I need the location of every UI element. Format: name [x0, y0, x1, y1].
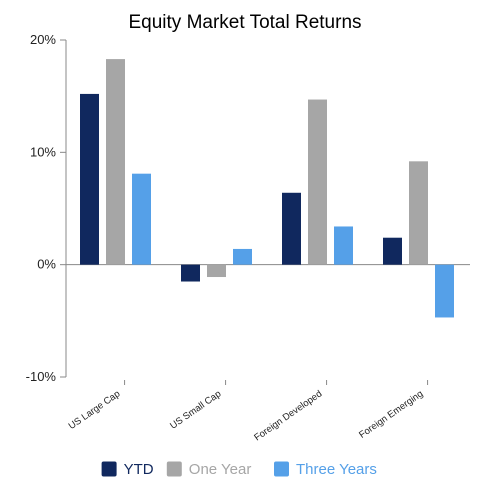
y-tick-label: 20% [30, 32, 56, 47]
category-label: US Large Cap [67, 388, 123, 432]
chart-title: Equity Market Total Returns [128, 12, 361, 33]
bar-one-year [106, 59, 125, 265]
bars [80, 59, 454, 318]
bar-one-year [308, 99, 327, 265]
legend: YTD One Year Three Years [101, 461, 377, 478]
legend-label: Three Years [296, 461, 377, 478]
category-label: Foreign Developed [252, 388, 324, 443]
y-tick-label: -10% [26, 369, 57, 384]
legend-label: One Year [189, 461, 252, 478]
bar-three-years [233, 248, 252, 265]
bar-ytd [80, 93, 99, 265]
legend-label: YTD [124, 461, 154, 478]
category-label: US Small Cap [168, 388, 223, 431]
legend-swatch [101, 461, 117, 477]
category-labels: US Large Cap US Small Cap Foreign Develope… [67, 380, 429, 444]
bar-one-year [409, 161, 428, 265]
bar-ytd [282, 192, 301, 265]
bar-three-years [334, 226, 353, 265]
bar-ytd [383, 237, 402, 265]
bar-ytd [181, 264, 200, 282]
y-tick-label: 10% [30, 144, 56, 159]
bar-one-year [207, 264, 226, 278]
legend-swatch [166, 461, 182, 477]
bar-three-years [435, 264, 454, 318]
category-label: Foreign Emerging [357, 388, 425, 440]
legend-swatch [274, 461, 289, 477]
bar-three-years [132, 173, 151, 265]
y-tick-label: 0% [37, 257, 56, 272]
